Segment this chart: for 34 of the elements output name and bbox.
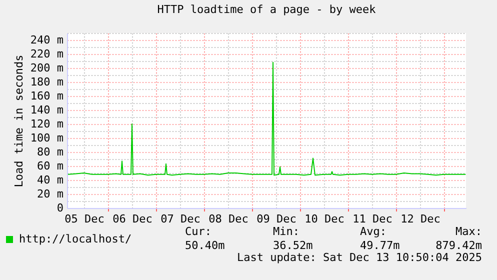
y-tick-label: 200 m — [30, 62, 64, 74]
y-tick-label: 240 m — [30, 34, 64, 46]
text: Max: — [456, 225, 482, 238]
y-tick-label: 160 m — [30, 90, 64, 102]
y-tick-label: 180 m — [30, 76, 64, 88]
x-tick-label: 06 Dec — [112, 212, 152, 226]
text: 36.52m — [273, 239, 313, 252]
legend-label: http://localhost/ — [19, 232, 132, 246]
x-tick-label: 08 Dec — [208, 212, 248, 226]
text: Min: — [273, 225, 300, 238]
line-series — [68, 62, 466, 176]
text: 50.40m — [185, 239, 225, 252]
x-tick-label: 05 Dec — [64, 212, 104, 226]
y-tick-label: 120 m — [30, 118, 64, 130]
y-tick-label: 0 — [56, 202, 64, 214]
text: 49.77m — [360, 239, 400, 252]
x-tick-label: 09 Dec — [256, 212, 296, 226]
y-tick-label: 140 m — [30, 104, 64, 116]
x-tick-label: 10 Dec — [304, 212, 344, 226]
x-tick-label: 07 Dec — [160, 212, 200, 226]
y-tick-label: 60 m — [37, 160, 64, 172]
text: Last update: Sat Dec 13 10:50:04 2025 — [236, 251, 482, 264]
text: 879.42m — [436, 239, 482, 252]
y-tick-label: 20 m — [37, 188, 64, 200]
chart-title: HTTP loadtime of a page - by week — [157, 3, 376, 16]
y-tick-label: 80 m — [37, 146, 64, 158]
y-tick-label: 220 m — [30, 48, 64, 60]
y-axis-title: Load time in seconds — [12, 54, 26, 188]
x-tick-label: 12 Dec — [400, 212, 440, 226]
text: Avg: — [360, 225, 386, 238]
y-tick-label: 40 m — [37, 174, 64, 186]
text: Cur: — [185, 225, 212, 238]
x-tick-label: 11 Dec — [352, 212, 392, 226]
y-tick-label: 100 m — [30, 132, 64, 144]
